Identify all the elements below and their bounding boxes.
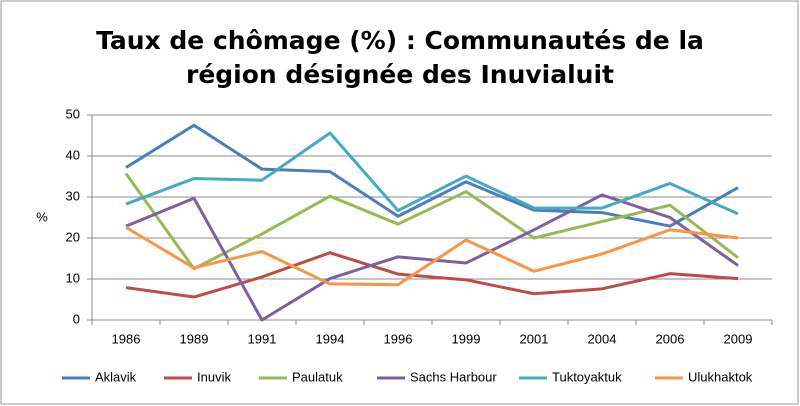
y-axis-label: % — [36, 209, 48, 224]
series-line — [125, 131, 739, 216]
series-line — [125, 123, 739, 228]
x-tick-label: 2004 — [588, 331, 617, 346]
legend-label: Aklavik — [95, 369, 137, 384]
y-tick-label: 10 — [66, 270, 80, 285]
legend-label: Tuktoyaktuk — [552, 369, 622, 384]
chart-title: région désignée des Inuvialuit — [186, 60, 614, 89]
legend-label: Sachs Harbour — [410, 369, 497, 384]
legend-label: Inuvik — [197, 369, 231, 384]
x-tick-label: 2001 — [520, 331, 549, 346]
y-tick-label: 40 — [66, 147, 80, 162]
x-tick-label: 1986 — [112, 331, 141, 346]
x-tick-label: 2009 — [724, 331, 753, 346]
x-tick-label: 2006 — [656, 331, 685, 346]
series-line — [124, 172, 739, 271]
x-tick-label: 1994 — [316, 331, 345, 346]
x-tick-label: 1991 — [248, 331, 277, 346]
x-tick-label: 1989 — [180, 331, 209, 346]
series-line — [125, 251, 739, 299]
chart-title: Taux de chômage (%) : Communautés de la — [96, 26, 704, 55]
x-tick-label: 1996 — [384, 331, 413, 346]
y-tick-label: 50 — [66, 106, 80, 121]
legend-label: Paulatuk — [292, 369, 343, 384]
y-tick-label: 0 — [73, 311, 80, 326]
x-tick-label: 1999 — [452, 331, 481, 346]
legend-label: Ulukhaktok — [688, 369, 753, 384]
series-line — [125, 226, 739, 287]
y-tick-label: 30 — [66, 188, 80, 203]
y-tick-label: 20 — [66, 229, 80, 244]
